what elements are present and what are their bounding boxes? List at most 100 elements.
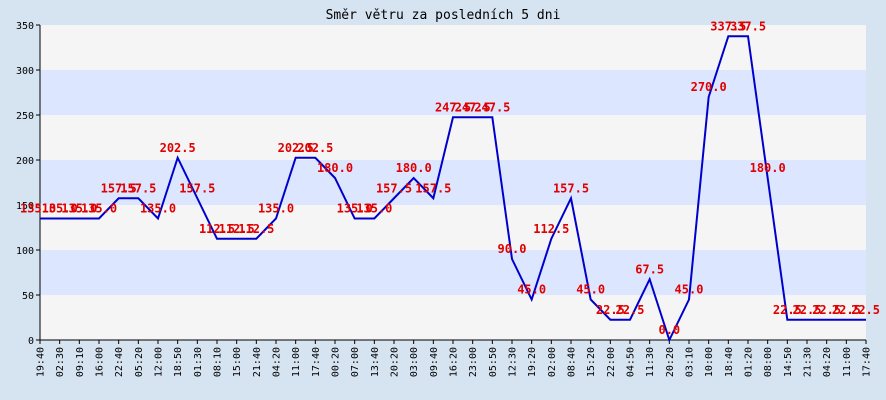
x-tick-label: 03:10 bbox=[685, 347, 696, 377]
grid-band bbox=[40, 205, 866, 250]
x-tick-label: 23:00 bbox=[468, 347, 479, 377]
x-tick-label: 05:50 bbox=[488, 347, 499, 377]
data-label: 247.5 bbox=[435, 100, 471, 114]
data-label: 157.5 bbox=[376, 181, 412, 195]
x-tick-label: 17:40 bbox=[311, 347, 322, 377]
x-tick-label: 21:30 bbox=[803, 347, 814, 377]
data-label: 135.0 bbox=[42, 202, 78, 216]
x-tick-label: 20:20 bbox=[390, 347, 401, 377]
y-tick-label: 300 bbox=[16, 66, 34, 77]
data-label: 22.5 bbox=[812, 303, 841, 317]
data-label: 135.0 bbox=[356, 202, 392, 216]
data-label: 67.5 bbox=[635, 262, 664, 276]
x-axis-ticks: 19:40 02:30 09:10 16:00 22:40 05:20 12:00 18:50… bbox=[36, 340, 873, 377]
x-tick-label: 04:20 bbox=[822, 347, 833, 377]
data-label: 180.0 bbox=[317, 161, 353, 175]
data-label: 247.5 bbox=[455, 100, 491, 114]
y-tick-label: 50 bbox=[22, 291, 34, 302]
data-label: 0.0 bbox=[658, 323, 680, 337]
grid-band bbox=[40, 115, 866, 160]
data-label: 112.5 bbox=[199, 222, 235, 236]
data-label: 112.5 bbox=[219, 222, 255, 236]
x-tick-label: 08:10 bbox=[213, 347, 224, 377]
data-label: 45.0 bbox=[576, 283, 605, 297]
x-tick-label: 19:20 bbox=[527, 347, 538, 377]
x-tick-label: 22:00 bbox=[606, 347, 617, 377]
x-tick-label: 13:40 bbox=[370, 347, 381, 377]
x-tick-label: 11:00 bbox=[842, 347, 853, 377]
data-label: 135.0 bbox=[337, 202, 373, 216]
x-tick-label: 03:00 bbox=[409, 347, 420, 377]
data-label: 135.0 bbox=[61, 202, 97, 216]
data-label: 45.0 bbox=[675, 283, 704, 297]
data-label: 135.0 bbox=[258, 202, 294, 216]
data-label: 202.5 bbox=[297, 141, 333, 155]
chart-title: Směr větru za posledních 5 dni bbox=[326, 8, 561, 23]
data-label: 270.0 bbox=[691, 80, 727, 94]
x-tick-label: 15:00 bbox=[232, 347, 243, 377]
data-label: 202.5 bbox=[160, 141, 196, 155]
x-tick-label: 01:30 bbox=[193, 347, 204, 377]
data-label: 157.5 bbox=[553, 181, 589, 195]
y-axis-ticks: 0 50 100 150 200 250 300 350 bbox=[16, 21, 40, 347]
data-label: 157.5 bbox=[415, 181, 451, 195]
data-label: 22.5 bbox=[616, 303, 645, 317]
x-tick-label: 08:40 bbox=[567, 347, 578, 377]
data-label: 180.0 bbox=[396, 161, 432, 175]
data-label: 112.5 bbox=[533, 222, 569, 236]
x-tick-label: 18:50 bbox=[173, 347, 184, 377]
x-tick-label: 10:00 bbox=[704, 347, 715, 377]
x-tick-label: 04:20 bbox=[272, 347, 283, 377]
x-tick-label: 09:10 bbox=[75, 347, 86, 377]
grid-band bbox=[40, 250, 866, 295]
data-label: 45.0 bbox=[517, 283, 546, 297]
x-tick-label: 01:20 bbox=[744, 347, 755, 377]
data-label: 202.5 bbox=[278, 141, 314, 155]
data-label: 157.5 bbox=[101, 181, 137, 195]
x-tick-label: 00:20 bbox=[331, 347, 342, 377]
x-tick-label: 12:00 bbox=[154, 347, 165, 377]
data-label: 157.5 bbox=[179, 181, 215, 195]
x-tick-label: 20:20 bbox=[665, 347, 676, 377]
y-tick-label: 200 bbox=[16, 156, 34, 167]
x-tick-label: 08:00 bbox=[763, 347, 774, 377]
data-label: 112.5 bbox=[238, 222, 274, 236]
data-label: 337.5 bbox=[730, 19, 766, 33]
x-tick-label: 15:20 bbox=[586, 347, 597, 377]
grid-band bbox=[40, 70, 866, 115]
data-label: 22.5 bbox=[596, 303, 625, 317]
x-tick-label: 02:00 bbox=[547, 347, 558, 377]
x-tick-label: 18:40 bbox=[724, 347, 735, 377]
x-tick-label: 16:00 bbox=[95, 347, 106, 377]
x-tick-label: 19:40 bbox=[36, 347, 47, 377]
series-line bbox=[40, 35, 866, 343]
data-label: 157.5 bbox=[120, 181, 156, 195]
data-labels: 135.0135.0135.0135.0157.5157.5135.0202.5… bbox=[20, 19, 880, 337]
x-tick-label: 07:00 bbox=[350, 347, 361, 377]
y-tick-label: 0 bbox=[28, 336, 34, 347]
data-label: 22.5 bbox=[793, 303, 822, 317]
data-label: 22.5 bbox=[773, 303, 802, 317]
x-tick-label: 11:30 bbox=[645, 347, 656, 377]
x-tick-label: 22:40 bbox=[114, 347, 125, 377]
x-tick-label: 11:00 bbox=[291, 347, 302, 377]
y-tick-label: 350 bbox=[16, 21, 34, 32]
x-tick-label: 17:40 bbox=[862, 347, 873, 377]
x-tick-label: 05:20 bbox=[134, 347, 145, 377]
y-tick-label: 250 bbox=[16, 111, 34, 122]
data-label: 135.0 bbox=[20, 202, 56, 216]
plot-bands bbox=[40, 25, 866, 340]
x-tick-label: 02:30 bbox=[55, 347, 66, 377]
x-tick-label: 21:40 bbox=[252, 347, 263, 377]
y-tick-label: 150 bbox=[16, 201, 34, 212]
grid-band bbox=[40, 295, 866, 340]
data-label: 22.5 bbox=[832, 303, 861, 317]
grid-band bbox=[40, 160, 866, 205]
data-label: 180.0 bbox=[750, 161, 786, 175]
data-label: 22.5 bbox=[851, 303, 880, 317]
data-label: 135.0 bbox=[140, 202, 176, 216]
data-label: 135.0 bbox=[81, 202, 117, 216]
grid-band bbox=[40, 25, 866, 70]
